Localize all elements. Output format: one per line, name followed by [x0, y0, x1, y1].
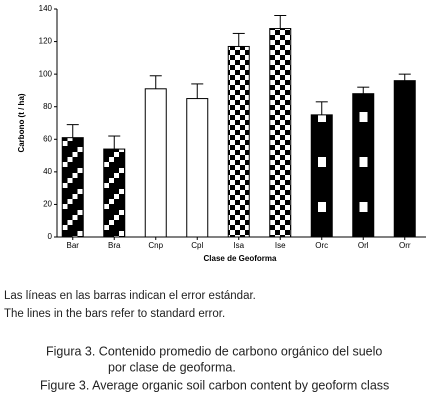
- caption: Figura 3. Contenido promedio de carbono …: [46, 344, 382, 358]
- y-tick-label: 0: [48, 232, 53, 241]
- x-tick-label: Orl: [358, 241, 369, 250]
- x-tick-label: Bra: [108, 241, 121, 250]
- bar: [144, 88, 167, 238]
- bar: [227, 45, 250, 238]
- note: Las líneas en las barras indican el erro…: [4, 290, 256, 302]
- y-tick-label: 140: [39, 4, 53, 13]
- bar: [103, 148, 126, 238]
- x-tick-label: Orc: [315, 241, 328, 250]
- x-tick-label: Cpl: [191, 241, 203, 250]
- x-tick-label: Isa: [233, 241, 244, 250]
- y-tick-label: 80: [43, 102, 52, 111]
- x-axis-title: Clase de Geoforma: [204, 254, 277, 263]
- bar: [393, 80, 416, 238]
- bar: [269, 28, 292, 238]
- x-tick-label: Ise: [275, 241, 286, 250]
- y-tick-label: 60: [43, 134, 52, 143]
- bar: [186, 98, 209, 238]
- y-axis-title: Carbono (t / ha): [17, 93, 26, 152]
- y-tick-label: 100: [39, 69, 53, 78]
- note: The lines in the bars refer to standard …: [4, 308, 225, 320]
- x-tick-label: Cnp: [148, 241, 163, 250]
- y-tick-label: 120: [39, 37, 53, 46]
- x-tick-label: Bar: [67, 241, 80, 250]
- bar: [352, 93, 375, 238]
- caption: por clase de geoforma.: [108, 360, 236, 374]
- caption: Figure 3. Average organic soil carbon co…: [40, 378, 389, 392]
- bar: [310, 114, 333, 238]
- x-tick-label: Orr: [399, 241, 411, 250]
- y-tick-label: 20: [43, 200, 52, 209]
- y-tick-label: 40: [43, 167, 52, 176]
- bar: [61, 137, 84, 238]
